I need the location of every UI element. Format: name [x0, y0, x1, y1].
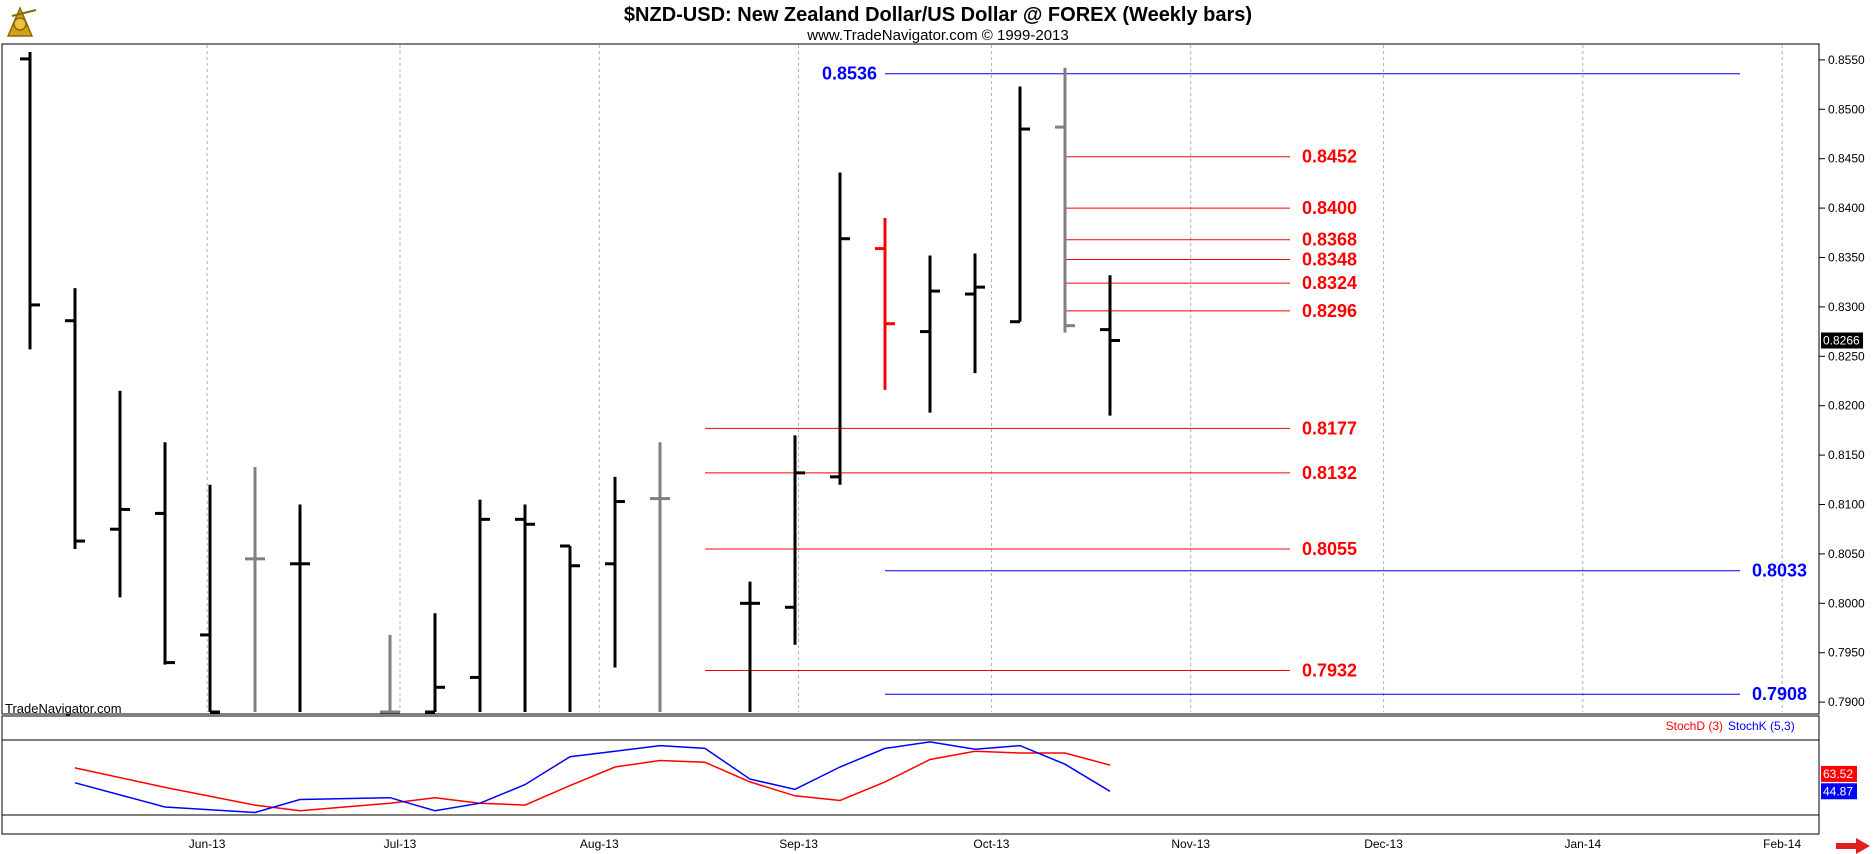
- x-tick-label: Jan-14: [1565, 837, 1602, 851]
- level-label: 0.8132: [1302, 463, 1357, 483]
- level-label: 0.8368: [1302, 230, 1357, 250]
- stochD-last-label: 63.52: [1823, 767, 1853, 781]
- x-tick-label: Oct-13: [973, 837, 1009, 851]
- date-axis: Jun-13 Jul-13 Aug-13 Sep-13 Oct-13 Nov-13 Dec-…: [189, 837, 1802, 851]
- level-label: 0.8348: [1302, 249, 1357, 269]
- y-tick-label: 0.8400: [1828, 201, 1865, 215]
- level-label: 0.7932: [1302, 661, 1357, 681]
- y-tick-label: 0.8550: [1828, 53, 1865, 67]
- x-tick-label: Dec-13: [1364, 837, 1403, 851]
- level-label: 0.8400: [1302, 198, 1357, 218]
- ohlc-bar: [830, 172, 850, 485]
- stochK-legend-label: StochK (5,3): [1728, 719, 1795, 733]
- y-tick-label: 0.8250: [1828, 349, 1865, 363]
- level-label: 0.8324: [1302, 273, 1357, 293]
- y-tick-label: 0.8500: [1828, 102, 1865, 116]
- level-label: 0.8055: [1302, 539, 1357, 559]
- x-tick-label: Aug-13: [580, 837, 619, 851]
- y-tick-label: 0.8100: [1828, 498, 1865, 512]
- ohlc-bar: [425, 613, 445, 714]
- stochD-legend-label: StochD (3): [1666, 719, 1723, 733]
- red-arrow-right-icon[interactable]: [1836, 838, 1870, 854]
- ohlc-bar: [1055, 67, 1075, 333]
- y-tick-label: 0.7900: [1828, 695, 1865, 709]
- ohlc-bar: [470, 499, 490, 712]
- level-label: 0.8177: [1302, 418, 1357, 438]
- watermark: TradeNavigator.com: [5, 701, 122, 716]
- level-label: 0.8452: [1302, 147, 1357, 167]
- y-tick-label: 0.8000: [1828, 596, 1865, 610]
- sextant-logo-icon: [6, 6, 37, 37]
- y-tick-label: 0.8150: [1828, 448, 1865, 462]
- ohlc-bar: [1010, 86, 1030, 324]
- x-tick-label: Feb-14: [1763, 837, 1801, 851]
- last-price-badge: [1821, 332, 1863, 349]
- ohlc-bar: [785, 435, 805, 645]
- ohlc-bar: [1100, 275, 1120, 416]
- ohlc-bar: [515, 504, 535, 712]
- price-axis: 0.8550 0.8500 0.8450 0.8400 0.8350 0.8300 0.82…: [1818, 44, 1865, 714]
- ohlc-bar: [875, 217, 895, 390]
- ohlc-bar: [65, 288, 85, 549]
- stoch-lines: 63.52 44.87: [74, 741, 1857, 814]
- ohlc-bar: [200, 484, 220, 714]
- level-label: 0.8033: [1752, 561, 1807, 581]
- x-tick-label: Jun-13: [189, 837, 226, 851]
- stoch-series-line: [74, 741, 1111, 814]
- stochK-last-label: 44.87: [1823, 784, 1853, 798]
- ohlc-bar: [650, 442, 670, 712]
- y-tick-label: 0.8300: [1828, 300, 1865, 314]
- y-tick-label: 0.8200: [1828, 399, 1865, 413]
- ohlc-bar: [245, 466, 265, 712]
- ohlc-bar: [290, 504, 310, 712]
- x-tick-label: Nov-13: [1171, 837, 1210, 851]
- x-tick-label: Sep-13: [779, 837, 818, 851]
- ohlc-bar: [380, 634, 400, 714]
- ohlc-bar: [155, 442, 175, 665]
- stochD-badge: [1821, 765, 1857, 782]
- ohlc-bar: [605, 476, 625, 668]
- stoch-legend: StochD (3) StochK (5,3): [1666, 719, 1795, 733]
- ohlc-bar: [560, 544, 580, 712]
- price-bars: [20, 51, 1120, 714]
- chart-subtitle: www.TradeNavigator.com © 1999-2013: [806, 27, 1068, 44]
- y-tick-label: 0.8450: [1828, 152, 1865, 166]
- level-label: 0.8536: [822, 64, 877, 84]
- ohlc-bar: [20, 51, 40, 350]
- stochK-badge: [1821, 783, 1857, 800]
- header-band: [0, 0, 1876, 44]
- y-tick-label: 0.7950: [1828, 646, 1865, 660]
- price-panel: [1, 43, 1820, 715]
- ohlc-bar: [965, 253, 985, 374]
- level-label: 0.8296: [1302, 301, 1357, 321]
- ohlc-bar: [110, 390, 130, 598]
- stoch-series-line: [74, 750, 1111, 812]
- x-tick-label: Jul-13: [384, 837, 417, 851]
- y-tick-label: 0.8350: [1828, 250, 1865, 264]
- chart-title: $NZD-USD: New Zealand Dollar/US Dollar @…: [624, 4, 1252, 26]
- ohlc-bar: [740, 581, 760, 712]
- stochastic-panel: [1, 715, 1820, 835]
- ohlc-bar: [920, 255, 940, 413]
- last-price-label: 0.8266: [1823, 333, 1860, 347]
- level-label: 0.7908: [1752, 684, 1807, 704]
- y-tick-label: 0.8050: [1828, 547, 1865, 561]
